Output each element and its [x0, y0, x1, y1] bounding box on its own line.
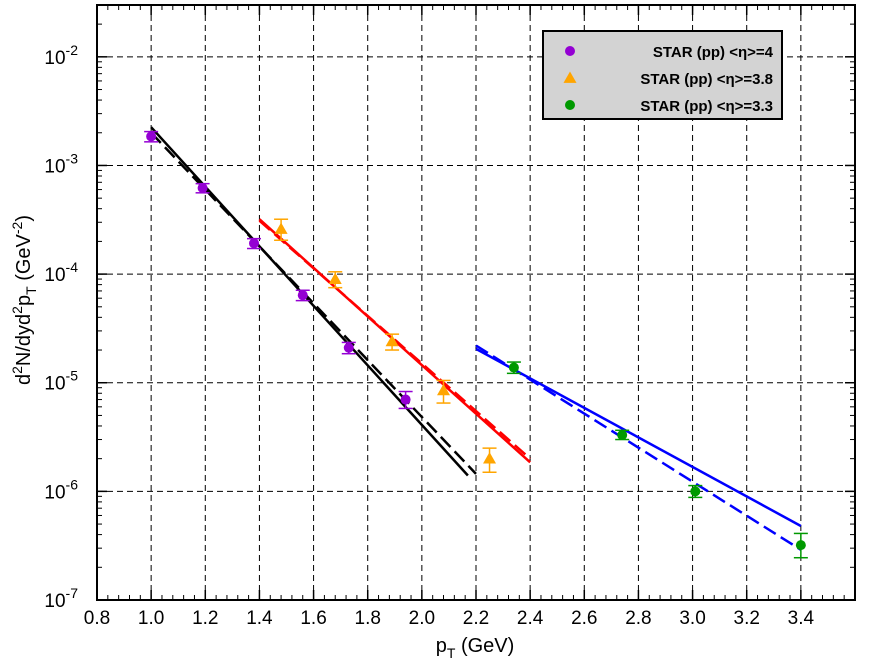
data-point: [249, 238, 260, 249]
x-axis-label: pT (GeV): [436, 635, 515, 661]
data-point: [690, 486, 701, 497]
tick-labels: 0.8 1.0 1.2 1.4 1.6 1.8 2.0 2.2 2.4 2.6 2.8 3.0 3.2 3…: [44, 42, 814, 629]
x-tick-label: 2.4: [517, 608, 544, 629]
x-tick-label: 3.2: [734, 608, 760, 629]
data-point: [795, 540, 806, 551]
fit-curve-dashed: [150, 131, 477, 475]
y-tick-label: 10-4: [44, 259, 78, 286]
x-tick-label: 0.8: [84, 608, 110, 629]
data-point: [617, 430, 628, 441]
legend-box: [542, 30, 783, 120]
legend-label: STAR (pp) <η>=3.3: [640, 98, 773, 115]
x-tick-label: 1.4: [246, 608, 273, 629]
data-point: [274, 222, 288, 234]
legend-marker: [565, 46, 575, 56]
legend-label: STAR (pp) <η>=4: [653, 44, 774, 61]
x-tick-label: 1.2: [192, 608, 218, 629]
x-tick-label: 1.0: [138, 608, 164, 629]
data-point: [400, 394, 411, 405]
legend-marker: [563, 71, 577, 83]
legend: STAR (pp) <η>=4 STAR (pp) <η>=3.8 STAR (pp…: [542, 30, 783, 120]
data-point: [343, 342, 354, 353]
legend-label: STAR (pp) <η>=3.8: [640, 71, 773, 88]
x-tick-label: 2.8: [625, 608, 651, 629]
x-tick-label: 3.4: [788, 608, 815, 629]
data-points: [144, 130, 808, 559]
fit-curve-dashed: [475, 344, 802, 551]
x-tick-label: 1.8: [355, 608, 381, 629]
data-point: [297, 290, 308, 301]
x-tick-label: 2.0: [409, 608, 435, 629]
data-point: [437, 383, 451, 396]
data-point: [197, 183, 208, 194]
data-point: [146, 131, 157, 142]
x-tick-label: 2.6: [571, 608, 597, 629]
plot-frame: [96, 4, 856, 601]
y-tick-label: 10-3: [44, 150, 78, 177]
data-point: [385, 334, 399, 347]
x-tick-label: 1.6: [300, 608, 326, 629]
y-tick-label: 10-7: [44, 585, 78, 612]
legend-marker: [565, 100, 575, 110]
y-tick-label: 10-5: [44, 368, 78, 395]
x-tick-label: 3.0: [679, 608, 705, 629]
y-tick-label: 10-2: [44, 42, 78, 69]
data-point: [508, 362, 519, 373]
data-point: [483, 452, 497, 464]
x-tick-label: 2.2: [463, 608, 489, 629]
y-axis-label: d2N/dyd2pT (GeV-2): [9, 215, 39, 385]
data-point: [328, 272, 342, 284]
y-tick-label: 10-6: [44, 476, 78, 503]
